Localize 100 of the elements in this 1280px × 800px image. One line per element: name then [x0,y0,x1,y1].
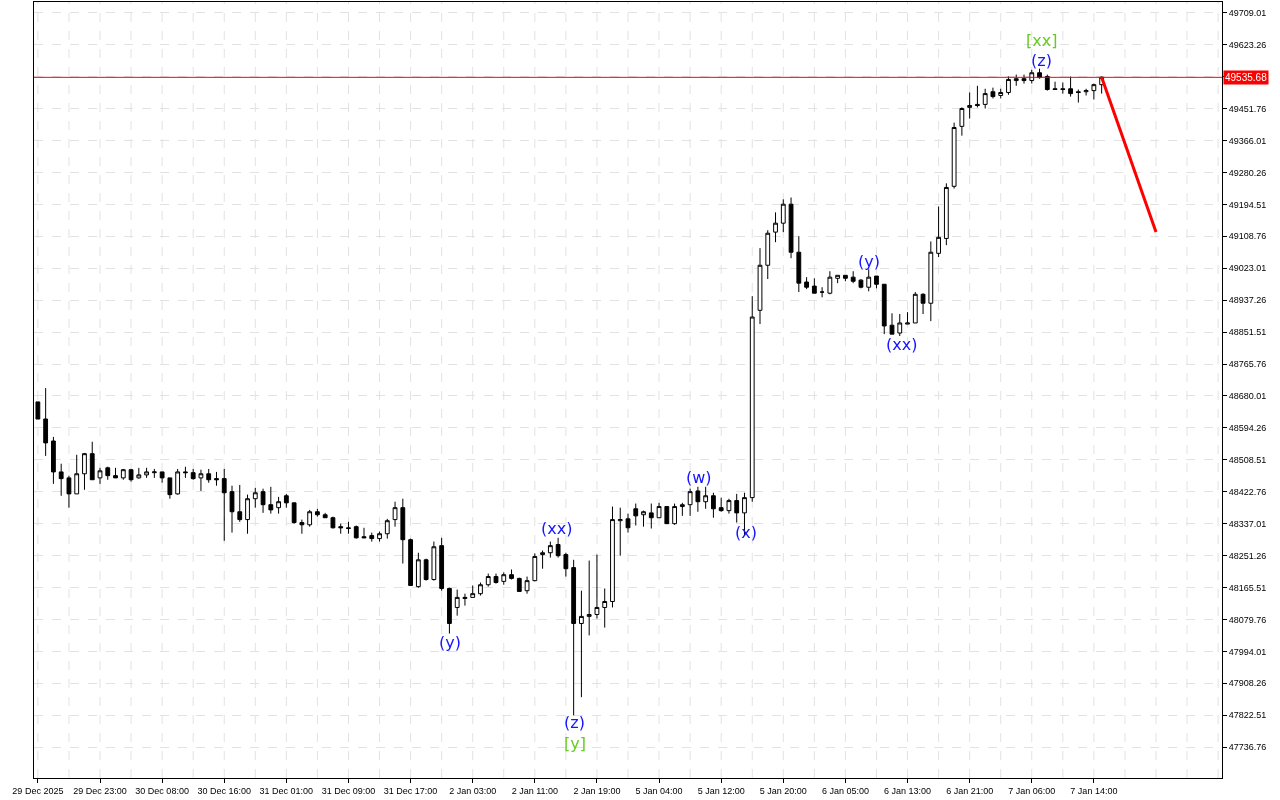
y-tick-label: 48594.26 [1228,423,1267,434]
candlestick [252,487,258,509]
y-tick-label: 49194.51 [1228,199,1267,210]
candlestick [555,537,561,559]
candlestick [361,527,367,539]
candlestick [804,276,809,290]
candlestick [858,278,864,289]
candlestick [959,106,965,137]
candlestick [423,558,429,582]
candlestick [982,88,988,109]
annotation: [y] [564,734,586,753]
candlestick [648,503,654,530]
y-tick-label: 49108.76 [1228,231,1267,242]
x-tick-label: 7 Jan 06:00 [1008,785,1056,796]
y-tick-label: 47908.26 [1228,678,1267,689]
candlestick [268,486,274,515]
candlestick [58,463,64,497]
candlestick [400,498,406,565]
candlestick [353,525,359,540]
candlestick [493,573,499,585]
candlestick [470,584,476,598]
candlestick [765,229,771,280]
y-tick-label: 48251.26 [1228,550,1267,561]
candlestick [617,507,623,557]
candlestick [167,477,173,500]
candlestick [819,286,825,298]
y-tick-label: 47822.51 [1228,710,1267,721]
candlestick [905,311,910,325]
candlestick [478,582,483,597]
candlestick [633,503,639,527]
candlestick [105,466,111,481]
candlestick [439,537,445,592]
candlestick [159,471,165,484]
candlestick [672,503,677,526]
y-tick-label: 49023.01 [1228,263,1267,274]
candlestick [51,436,56,485]
candlestick [1091,83,1097,101]
candlestick [936,205,941,258]
candlestick [97,467,103,485]
x-tick-label: 30 Dec 16:00 [197,785,252,796]
candlestick [338,523,344,535]
candlestick [214,471,219,487]
candlestick [283,493,289,509]
candlestick [920,292,926,315]
candlestick [943,182,949,246]
candlestick [245,494,250,535]
candlestick [827,270,833,295]
annotation: (x) [735,523,757,542]
y-tick-label: 49366.01 [1228,135,1267,146]
candlestick [183,466,188,479]
candlestick [237,484,243,523]
candlestick [711,492,716,519]
candlestick [66,475,72,509]
candlestick [1075,89,1081,104]
candlestick [726,498,732,515]
y-tick-label: 49709.01 [1228,7,1267,18]
candlestick [330,516,336,530]
annotation: (xx) [541,519,573,538]
y-tick-label: 47736.76 [1228,742,1267,753]
candlestick [897,313,903,337]
candlestick [780,198,786,233]
y-tick-label: 48337.01 [1228,518,1267,529]
candlestick [594,554,600,620]
x-tick-label: 30 Dec 08:00 [135,785,189,796]
candlestick [586,560,592,636]
candlestick [377,531,382,543]
candlestick [501,571,507,586]
x-tick-label: 5 Jan 04:00 [635,785,683,796]
candlestick [532,552,538,582]
candlestick [462,593,468,607]
candlestick [843,274,848,282]
candlestick [656,502,662,519]
candlestick [850,270,856,284]
annotation: (y) [858,252,880,271]
y-tick-label: 48422.76 [1228,486,1267,497]
candlestick [454,589,460,617]
y-tick-label: 49623.26 [1228,39,1267,50]
candlestick [796,235,802,293]
candlestick [1013,74,1019,87]
candlestick [889,312,895,335]
candlestick [128,468,134,483]
y-tick-label: 48851.51 [1228,327,1267,338]
candlestick [951,122,957,190]
candlestick [563,552,569,578]
candlestick [1052,81,1058,90]
candlestick [190,468,196,481]
candlestick [687,488,693,517]
candlestick [392,501,398,528]
ref-line-label: 49535.68 [1225,72,1268,83]
candlestick [610,506,615,608]
candlestick [524,576,530,595]
candlestick [881,283,887,335]
candlestick [866,268,872,292]
candlestick [579,590,584,698]
candlestick [1083,88,1089,96]
candlestick [540,549,545,570]
y-tick-label: 49451.76 [1228,103,1267,114]
candlestick [144,467,149,479]
candlestick [151,468,157,479]
candlestick [82,452,87,491]
